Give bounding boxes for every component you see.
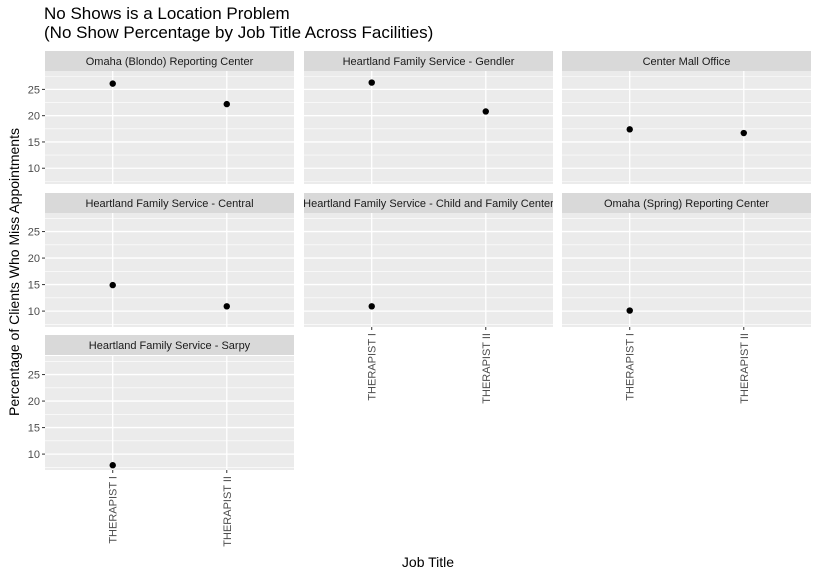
x-tick-label: THERAPIST II	[222, 476, 234, 547]
data-point	[368, 79, 375, 86]
panel-background	[45, 356, 294, 470]
y-tick-label: 20	[28, 111, 40, 123]
facet-strip-label: Heartland Family Service - Sarpy	[89, 340, 251, 352]
x-axis-label: Job Title	[401, 554, 455, 570]
data-point	[109, 462, 116, 469]
y-tick-label: 10	[28, 306, 40, 318]
y-tick-label: 15	[28, 280, 40, 292]
facet-strip	[304, 193, 553, 213]
facet-strip-label: Omaha (Blondo) Reporting Center	[86, 56, 254, 68]
panel-background	[562, 213, 811, 327]
x-tick-label: THERAPIST II	[481, 333, 493, 404]
data-point	[482, 108, 489, 115]
panel-background	[304, 71, 553, 184]
facet-strip	[562, 193, 811, 213]
data-point	[626, 307, 633, 314]
facet-strip-label: Heartland Family Service - Gendler	[343, 56, 515, 68]
y-tick-label: 20	[28, 396, 40, 408]
chart-title: No Shows is a Location Problem	[44, 4, 290, 23]
facet-strip	[304, 51, 553, 71]
y-tick-label: 20	[28, 253, 40, 265]
y-tick-label: 15	[28, 423, 40, 435]
y-tick-label: 10	[28, 449, 40, 461]
y-tick-label: 15	[28, 137, 40, 149]
chart-subtitle: (No Show Percentage by Job Title Across …	[44, 23, 434, 42]
y-tick-label: 10	[28, 163, 40, 175]
x-tick-label: THERAPIST II	[739, 333, 751, 404]
facet-strip	[562, 51, 811, 71]
facet-strip-label: Center Mall Office	[643, 56, 731, 68]
panel-background	[45, 213, 294, 327]
data-point	[368, 303, 375, 310]
facet-strip	[45, 193, 294, 213]
data-point	[223, 100, 230, 108]
panel-background	[304, 213, 553, 327]
facet-strip-label: Heartland Family Service - Central	[85, 198, 253, 210]
data-point	[109, 281, 116, 289]
facet-strip	[45, 335, 294, 355]
y-tick-label: 25	[28, 370, 40, 382]
y-tick-label: 25	[28, 227, 40, 239]
data-point	[740, 129, 747, 137]
data-point	[223, 303, 230, 310]
facet-strip-label: Omaha (Spring) Reporting Center	[604, 198, 769, 210]
data-point	[109, 80, 116, 87]
facet-strip	[45, 51, 294, 71]
y-tick-label: 25	[28, 84, 40, 96]
panel-background	[45, 71, 294, 184]
x-tick-label: THERAPIST I	[367, 333, 379, 401]
x-tick-label: THERAPIST I	[625, 333, 637, 401]
data-point	[626, 126, 633, 133]
x-tick-label: THERAPIST I	[108, 476, 120, 544]
panel-background	[562, 71, 811, 184]
facet-strip-label: Heartland Family Service - Child and Fam…	[303, 198, 554, 210]
